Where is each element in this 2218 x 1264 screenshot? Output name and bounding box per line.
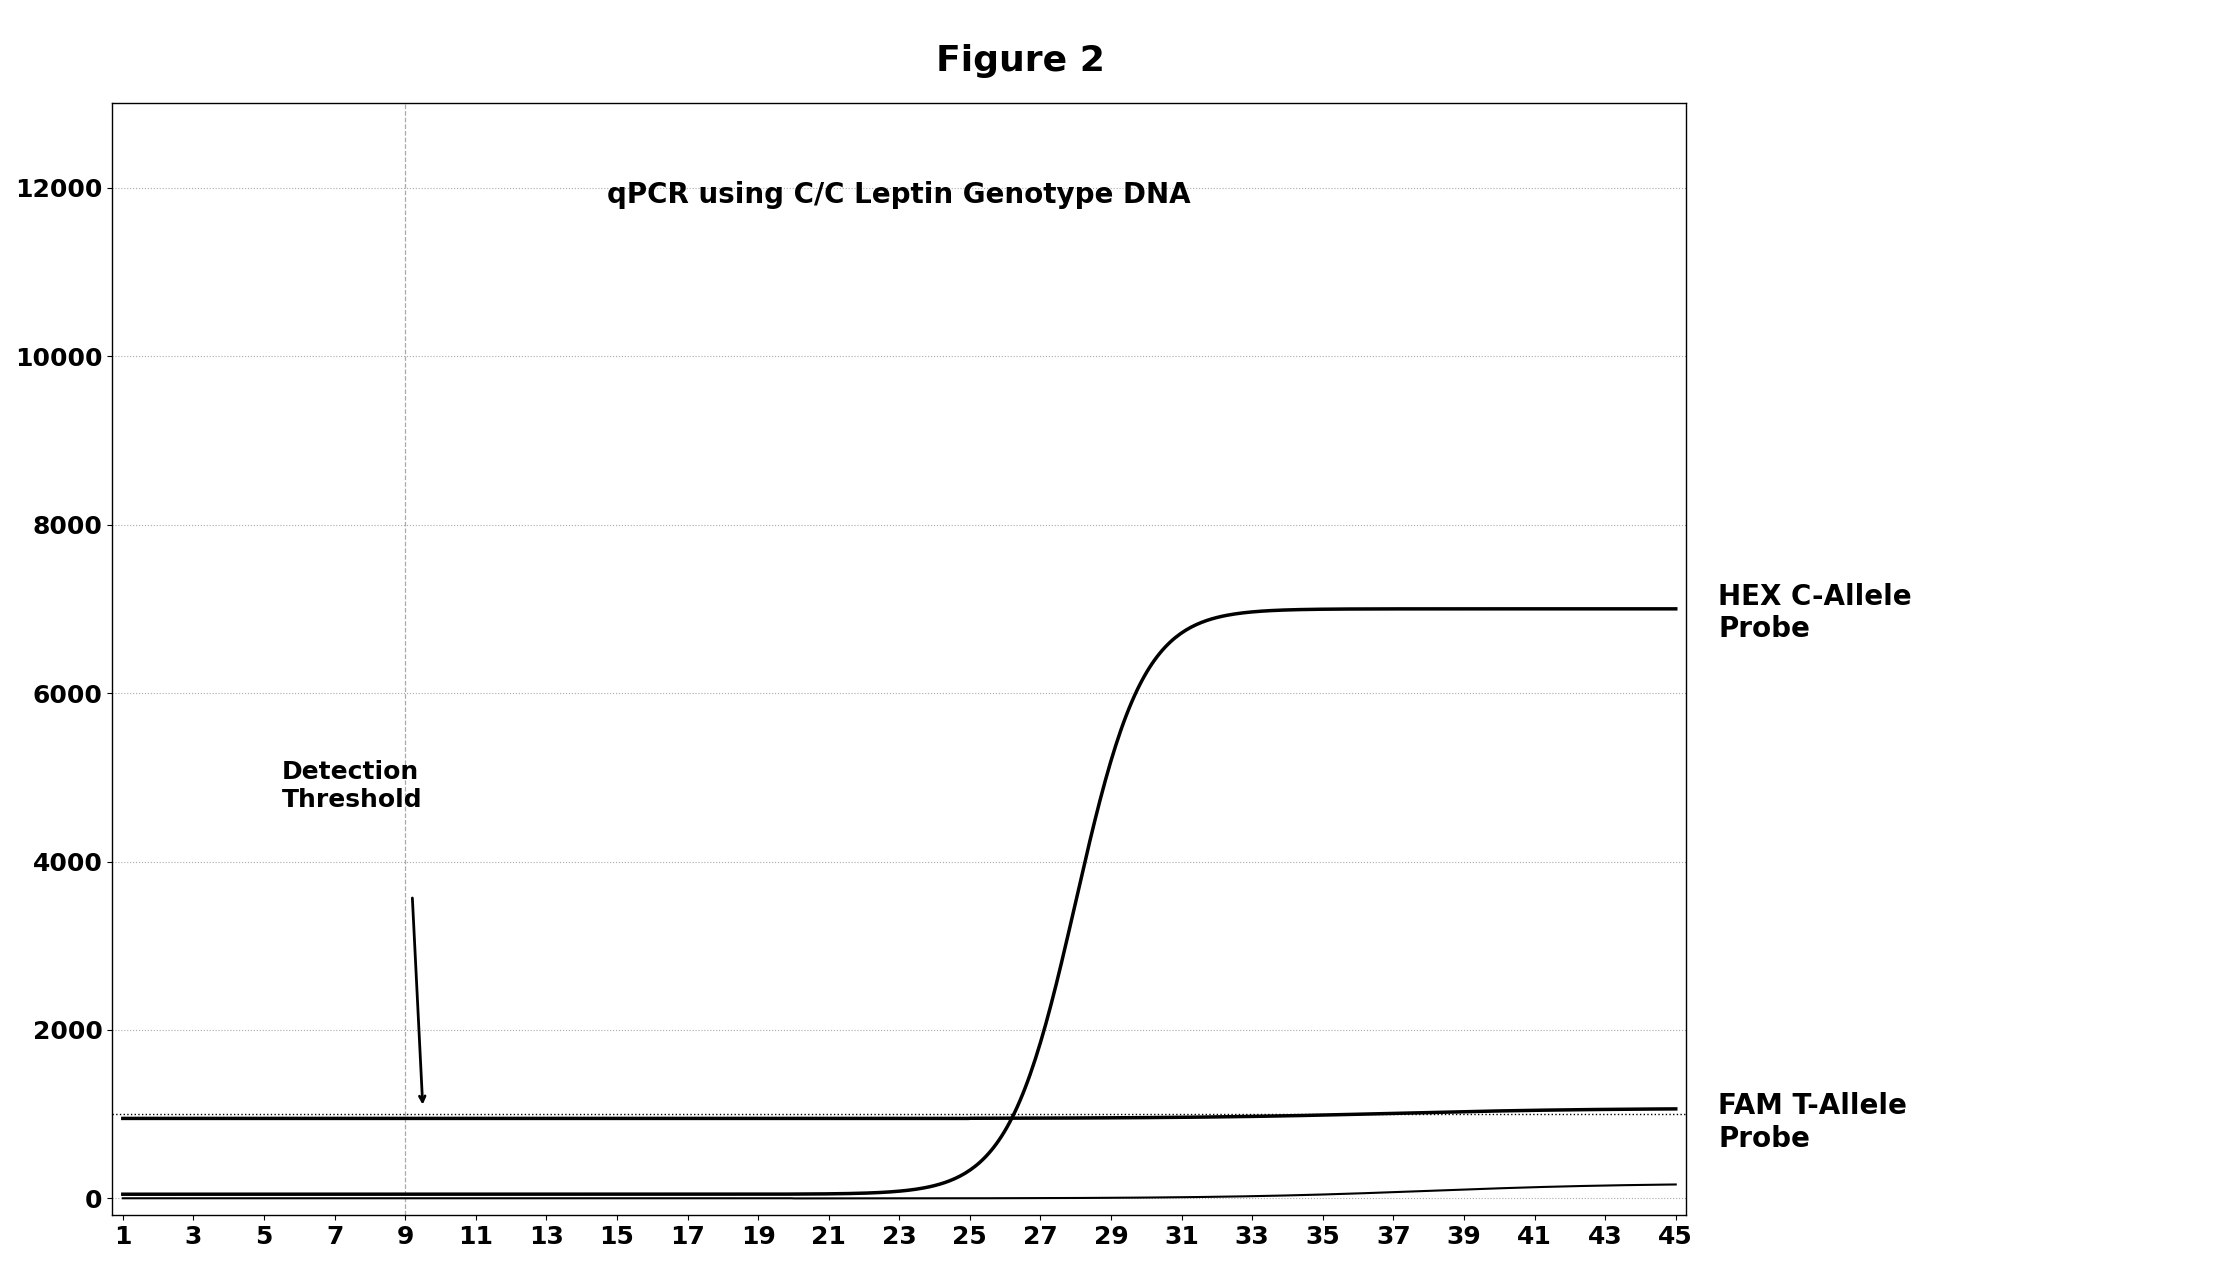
- Text: qPCR using C/C Leptin Genotype DNA: qPCR using C/C Leptin Genotype DNA: [608, 181, 1191, 210]
- Text: FAM T-Allele
Probe: FAM T-Allele Probe: [1719, 1092, 1907, 1153]
- Text: Detection
Threshold: Detection Threshold: [282, 761, 421, 813]
- Text: Figure 2: Figure 2: [936, 44, 1105, 78]
- Text: HEX C-Allele
Probe: HEX C-Allele Probe: [1719, 583, 1912, 643]
